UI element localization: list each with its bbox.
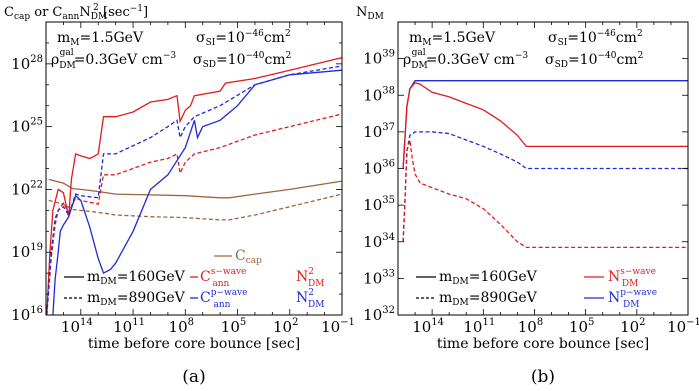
series-line bbox=[402, 139, 688, 249]
series-line bbox=[402, 131, 688, 242]
y-tick-label: 1036 bbox=[363, 159, 395, 178]
y-tick-label: 1038 bbox=[363, 85, 395, 104]
legend-mass-label: mDM=160GeV bbox=[87, 269, 186, 287]
legend-mass-label: mDM=160GeV bbox=[439, 269, 538, 287]
y-tick-label: 1019 bbox=[11, 242, 43, 261]
legend-mass-label: mDM=890GeV bbox=[439, 290, 538, 308]
series-line bbox=[46, 56, 343, 316]
y-tick-label: 1016 bbox=[11, 305, 43, 324]
legend-cann-label: Cs−wave ann bbox=[200, 267, 246, 289]
y-tick-label: 1028 bbox=[11, 54, 43, 73]
legend-n-label: N2 DM bbox=[296, 267, 324, 289]
x-tick-label: 10−1 bbox=[667, 317, 699, 336]
x-tick-label: 102 bbox=[620, 317, 645, 336]
legend-ccap-label: Ccap bbox=[235, 248, 262, 266]
series-line bbox=[48, 178, 343, 199]
y-tick-label: 1022 bbox=[11, 179, 43, 198]
y-tick-label: 1033 bbox=[363, 268, 395, 287]
series-line bbox=[46, 65, 343, 316]
series-line bbox=[48, 193, 343, 221]
x-tick-label: 105 bbox=[569, 317, 594, 336]
param-rho: ρDMgal=0.3GeV cm−3 bbox=[51, 48, 176, 71]
x-tick-label: 1011 bbox=[113, 317, 145, 336]
param-sigmaSD: σSD=10−40cm2 bbox=[545, 51, 643, 70]
param-mM: mM=1.5GeV bbox=[57, 30, 144, 48]
series-line bbox=[402, 81, 688, 169]
panel-a: 1014 1011 108 105 102 10−1 1016 1019 1022 1025 102… bbox=[4, 3, 355, 387]
x-tick-label: 10−1 bbox=[321, 317, 355, 336]
x-tick-label: 102 bbox=[273, 317, 298, 336]
x-axis-label: time before core bounce [sec] bbox=[88, 336, 300, 352]
x-tick-label: 1014 bbox=[61, 317, 93, 336]
param-sigmaSI: σSI=10−46cm2 bbox=[548, 29, 643, 48]
panel-label: (a) bbox=[182, 367, 205, 387]
y-tick-label: 1025 bbox=[11, 117, 43, 136]
x-tick-label: 1011 bbox=[463, 317, 495, 336]
param-sigmaSD: σSD=10−40cm2 bbox=[193, 51, 291, 70]
x-tick-label: 108 bbox=[518, 317, 543, 336]
y-tick-label: 1032 bbox=[363, 305, 395, 324]
series-line bbox=[402, 80, 688, 169]
x-tick-label: 1014 bbox=[412, 317, 444, 336]
x-tick-label: 105 bbox=[221, 317, 246, 336]
series-line bbox=[52, 69, 343, 316]
legend-n-label: N2 DM bbox=[296, 288, 324, 310]
y-tick-label: 1039 bbox=[363, 49, 395, 68]
param-sigmaSI: σSI=10−46cm2 bbox=[196, 29, 291, 48]
param-rho: ρDMgal=0.3GeV cm−3 bbox=[403, 48, 528, 71]
y-tick-label: 1035 bbox=[363, 195, 395, 214]
param-mM: mM=1.5GeV bbox=[409, 30, 496, 48]
legend-cann-label: Cp−wave ann bbox=[200, 288, 248, 310]
x-axis-label: time before core bounce [sec] bbox=[437, 336, 649, 352]
y-tick-label: 1037 bbox=[363, 122, 395, 141]
legend-n-label: Np−wave DM bbox=[608, 288, 657, 310]
y-axis-label: NDM bbox=[356, 5, 384, 22]
y-axis-label: Ccap or CannNDM2 [sec−1] bbox=[4, 3, 148, 22]
panel-b: 1014 1011 108 105 102 10−1 1032 1033 1034 1035 103… bbox=[356, 5, 699, 387]
y-tick-label: 1034 bbox=[363, 232, 395, 251]
series-line bbox=[46, 113, 343, 316]
legend-mass-label: mDM=890GeV bbox=[87, 290, 186, 308]
legend-n-label: Ns−wave DM bbox=[608, 267, 656, 289]
panel-label: (b) bbox=[531, 367, 555, 387]
x-tick-label: 108 bbox=[169, 317, 194, 336]
